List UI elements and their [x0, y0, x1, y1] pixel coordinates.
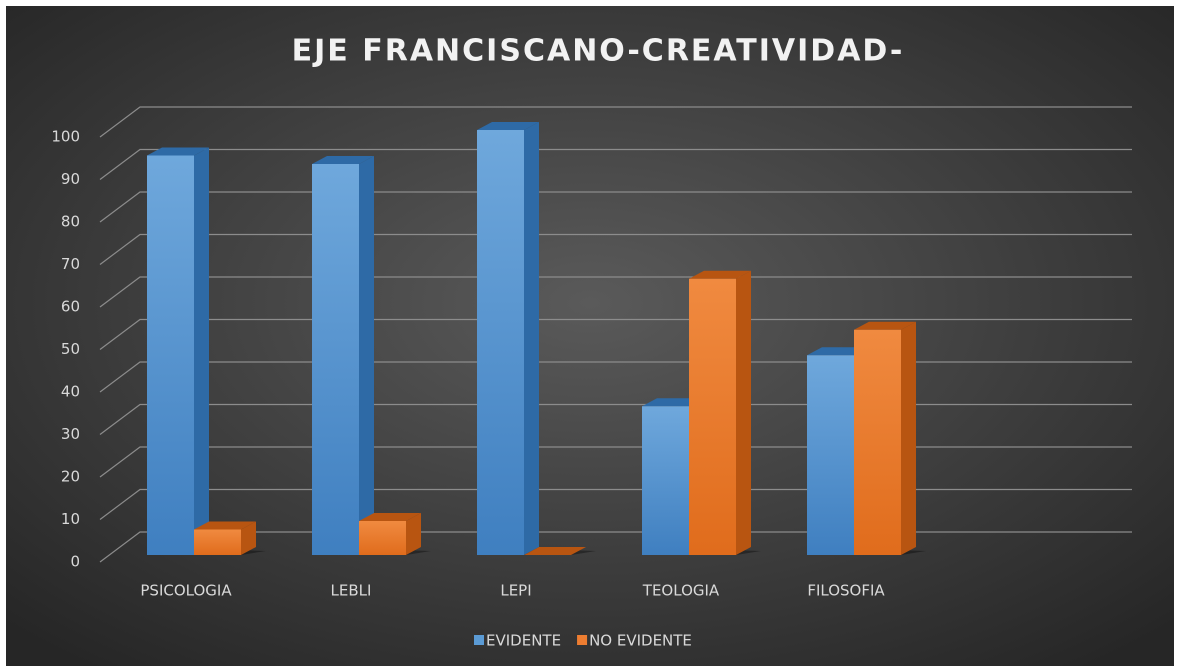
- bar-top: [312, 156, 374, 164]
- x-tick-label: TEOLOGIA: [642, 582, 720, 600]
- y-tick-label: 100: [51, 128, 80, 146]
- x-tick-label: FILOSOFIA: [807, 582, 885, 600]
- bar-side: [901, 321, 916, 555]
- bar-top: [807, 347, 869, 356]
- x-tick-label: LEBLI: [331, 582, 372, 600]
- legend-label: EVIDENTE: [486, 632, 561, 650]
- bar: [359, 521, 406, 555]
- bar-top: [194, 521, 256, 530]
- legend-swatch: [577, 635, 588, 645]
- bar-side: [524, 122, 539, 555]
- legend-label: NO EVIDENTE: [589, 632, 692, 650]
- grid-line: [99, 403, 1132, 435]
- y-tick-label: 30: [61, 425, 80, 443]
- x-tick-label: LEPI: [500, 582, 531, 600]
- bar-side: [194, 147, 209, 555]
- grid-line: [99, 361, 1132, 393]
- bar-top: [477, 122, 539, 130]
- grid-line: [99, 531, 1132, 563]
- y-tick-label: 50: [61, 340, 80, 358]
- y-tick-label: 10: [61, 510, 80, 528]
- bar-side: [241, 521, 256, 555]
- grid-line: [99, 276, 1132, 308]
- bar-side: [736, 270, 751, 555]
- y-tick-label: 20: [61, 468, 80, 486]
- bar: [312, 164, 359, 555]
- bar: [807, 355, 854, 555]
- bar-top: [147, 147, 209, 156]
- bar: [194, 529, 241, 555]
- chart-title: EJE FRANCISCANO-CREATIVIDAD-: [292, 34, 905, 69]
- bar-side: [359, 156, 374, 555]
- grid-line: [99, 446, 1132, 478]
- y-tick-label: 0: [70, 553, 80, 571]
- y-tick-label: 80: [61, 213, 80, 231]
- y-tick-label: 90: [61, 170, 80, 188]
- bar-top: [854, 321, 916, 330]
- bar: [689, 278, 736, 555]
- grid-line: [99, 106, 1132, 138]
- bar: [477, 130, 524, 555]
- bar-top: [689, 270, 751, 279]
- y-tick-label: 70: [61, 255, 80, 273]
- grid-line: [99, 191, 1132, 223]
- bar: [147, 155, 194, 555]
- grid-line: [99, 233, 1132, 265]
- x-tick-label: PSICOLOGIA: [140, 582, 232, 600]
- y-tick-label: 40: [61, 383, 80, 401]
- bar-top: [524, 547, 586, 555]
- bar-top: [642, 398, 704, 407]
- grid-line: [99, 488, 1132, 520]
- bar: [642, 406, 689, 555]
- grid-line: [99, 318, 1132, 350]
- bar-top: [359, 513, 421, 521]
- bar: [854, 329, 901, 555]
- legend-swatch: [474, 635, 484, 645]
- bar-side: [406, 513, 421, 555]
- y-tick-label: 60: [61, 298, 80, 316]
- grid-line: [99, 148, 1132, 180]
